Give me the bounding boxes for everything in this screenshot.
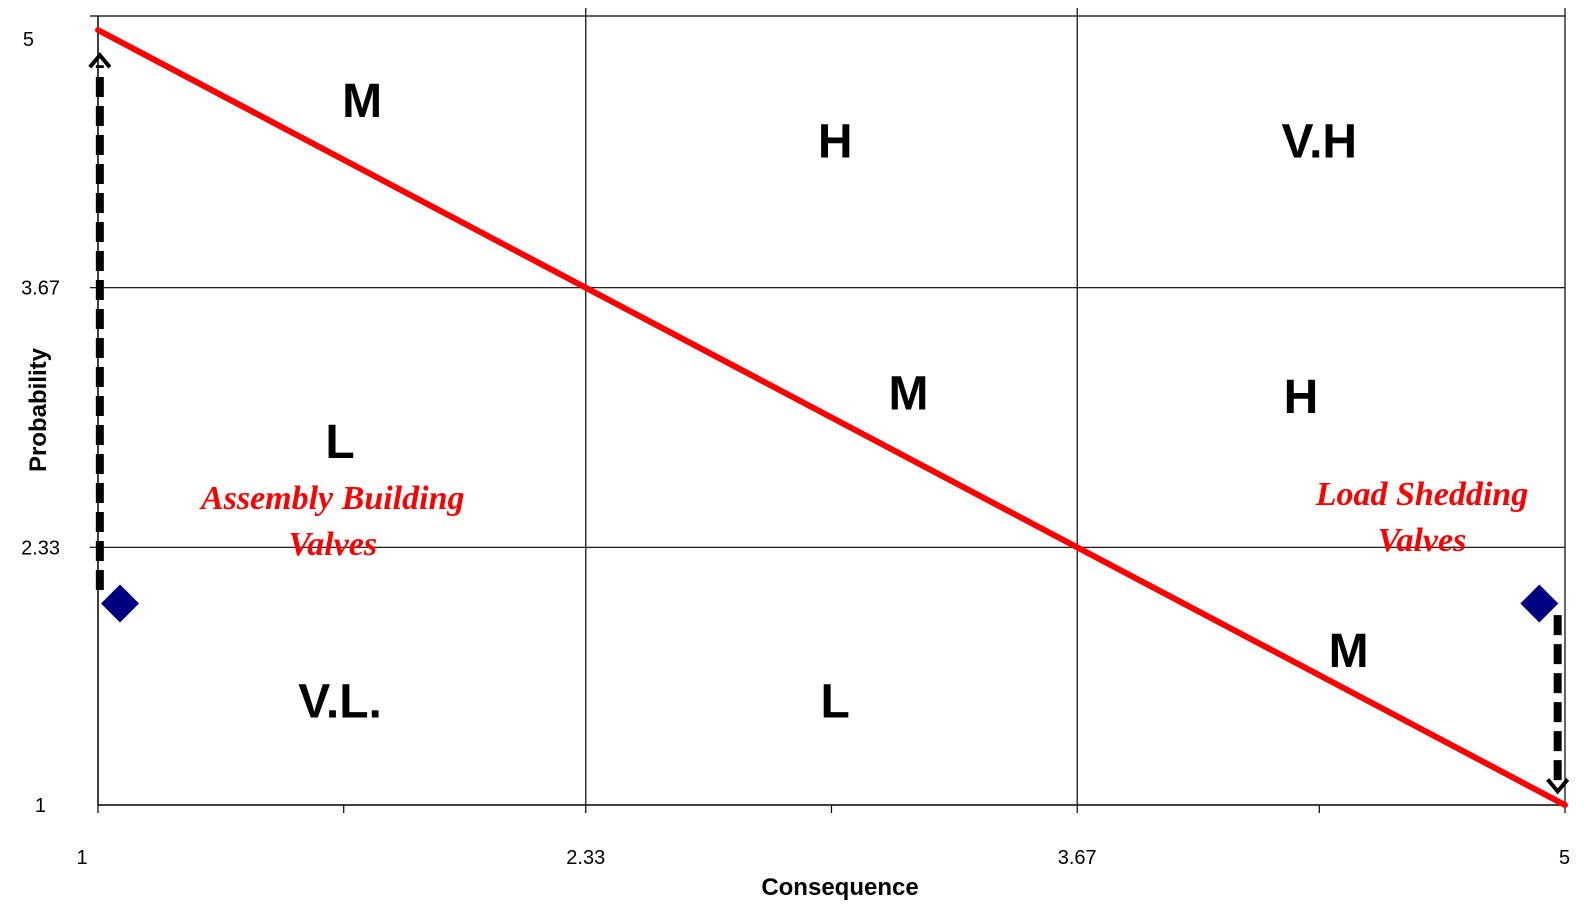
zone-label: H [818,115,853,168]
zone-label: M [342,75,382,128]
zone-label: H [1284,371,1319,424]
x-tick-label: 2.33 [566,847,605,869]
x-axis-title: Consequence [761,874,918,901]
data-point-diamond [101,584,140,623]
y-tick-label: 1 [35,795,46,817]
annotation-text: Assembly Building [199,480,465,517]
y-tick-label: 5 [23,29,34,51]
x-tick-label: 5 [1559,847,1570,869]
zone-label: V.L. [298,675,382,728]
zone-label: L [821,675,850,728]
annotation-text: Valves [1378,522,1467,559]
zone-label: M [1329,625,1369,678]
annotation-text: Valves [288,526,377,563]
x-tick-label: 3.67 [1058,847,1097,869]
zone-label: V.H [1281,115,1357,168]
zone-label: L [325,416,354,469]
data-point-diamond [1520,584,1559,623]
arrow-head [88,52,112,69]
risk-threshold-line [95,27,1568,808]
zone-label: M [889,367,929,420]
y-tick-label: 2.33 [21,537,60,559]
y-tick-label: 3.67 [21,278,60,300]
annotation-text: Load Shedding [1315,476,1529,513]
x-tick-label: 1 [76,847,87,869]
axis-ticks: 1 2.33 3.67 5 1 2.33 3.67 5 [21,29,1570,869]
y-axis-title: Probability [25,347,52,472]
data-points [101,584,1559,623]
arrows [88,52,1570,795]
grid-lines [90,8,1566,806]
arrow-head [1546,778,1570,795]
risk-threshold-line-group [95,27,1568,808]
annotations: Assembly Building Valves Load Shedding Valv… [199,476,1528,563]
zone-labels: M H V.H M H L M V.L. L [298,75,1368,729]
